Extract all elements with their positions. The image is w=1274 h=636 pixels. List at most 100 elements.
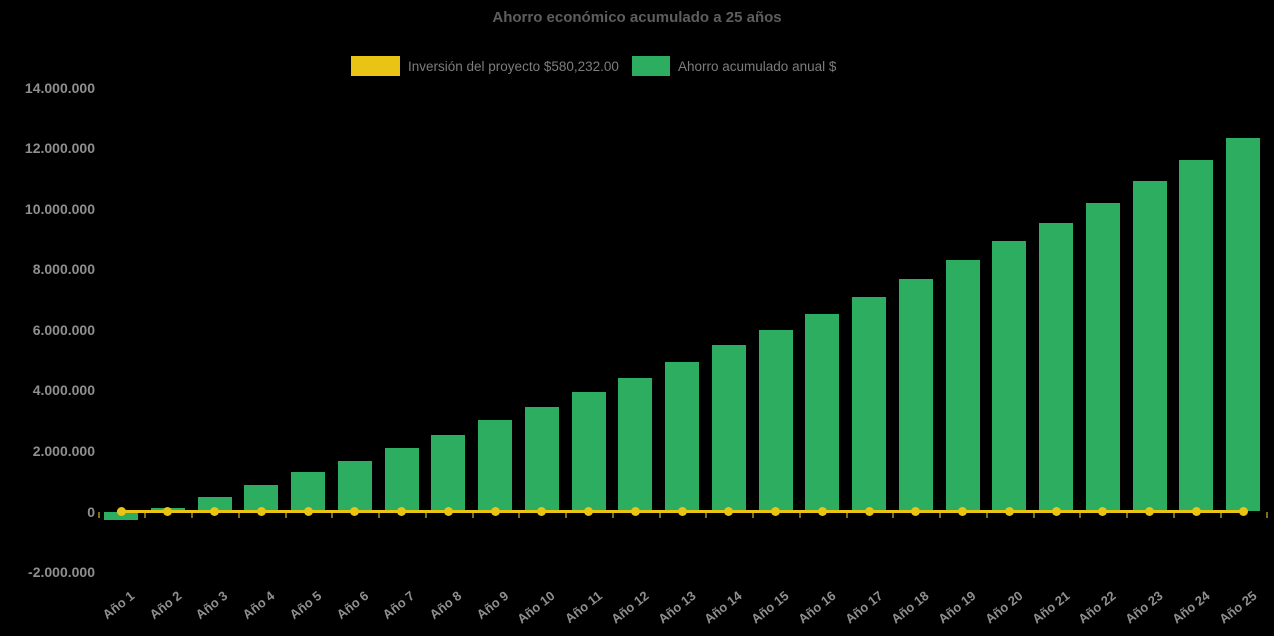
bar-ano-9[interactable]: [478, 419, 512, 512]
axis-tick: [845, 512, 848, 518]
bar-ano-7[interactable]: [384, 448, 419, 512]
bar-ano-10[interactable]: [524, 407, 559, 512]
axis-tick: [565, 512, 568, 518]
x-axis-label-ano-16: Año 16: [795, 588, 839, 627]
y-axis-label-7: 0: [87, 503, 95, 520]
x-axis-label-ano-19: Año 19: [935, 588, 979, 627]
axis-tick: [378, 512, 381, 518]
axis-tick: [705, 512, 708, 518]
line-marker-ano-17[interactable]: [864, 507, 874, 516]
bar-ano-21[interactable]: [1039, 223, 1073, 512]
axis-tick: [798, 512, 801, 518]
x-axis-label-ano-10: Año 10: [514, 588, 558, 627]
line-marker-ano-7[interactable]: [397, 507, 406, 516]
line-marker-ano-6[interactable]: [350, 507, 360, 516]
axis-tick: [237, 512, 240, 518]
axis-tick: [892, 512, 895, 518]
bar-ano-5[interactable]: [291, 472, 325, 512]
bar-ano-14[interactable]: [711, 345, 746, 512]
axis-tick: [752, 512, 755, 518]
line-marker-ano-15[interactable]: [771, 507, 780, 516]
bar-ano-15[interactable]: [758, 330, 793, 512]
x-axis-label-ano-15: Año 15: [748, 588, 792, 627]
y-axis-label-2: 10.000.000: [24, 200, 95, 217]
line-marker-ano-3[interactable]: [210, 507, 219, 516]
line-marker-ano-19[interactable]: [958, 507, 967, 516]
axis-tick: [658, 512, 661, 518]
bar-ano-20[interactable]: [992, 241, 1027, 512]
legend-label-savings: Ahorro acumulado anual $: [678, 58, 837, 74]
legend-item-savings[interactable]: Ahorro acumulado anual $: [632, 56, 836, 76]
x-axis-label-ano-17: Año 17: [841, 588, 886, 627]
line-marker-ano-9[interactable]: [490, 507, 500, 516]
y-axis-label-8: -2.000.000: [28, 564, 95, 581]
line-marker-ano-22[interactable]: [1098, 507, 1108, 516]
y-axis-label-3: 8.000.000: [32, 261, 95, 278]
axis-tick: [1032, 512, 1035, 518]
y-axis-label-5: 4.000.000: [32, 382, 95, 399]
axis-tick: [611, 512, 614, 518]
axis-tick: [331, 512, 334, 518]
x-axis-label-ano-23: Año 23: [1122, 588, 1166, 627]
bar-ano-19[interactable]: [945, 260, 980, 512]
line-marker-ano-14[interactable]: [724, 507, 734, 516]
x-axis-label-ano-14: Año 14: [701, 588, 745, 627]
bar-ano-24[interactable]: [1179, 160, 1214, 512]
x-axis-label-ano-18: Año 18: [888, 588, 932, 627]
axis-tick: [939, 512, 942, 518]
line-marker-ano-18[interactable]: [911, 507, 921, 516]
line-marker-ano-10[interactable]: [537, 507, 547, 516]
bar-ano-16[interactable]: [805, 314, 840, 512]
line-marker-ano-12[interactable]: [630, 507, 640, 516]
bar-ano-17[interactable]: [852, 297, 886, 512]
x-axis-label-ano-5: Año 5: [286, 588, 325, 623]
y-axis-label-1: 12.000.000: [24, 140, 95, 157]
line-marker-ano-16[interactable]: [817, 507, 827, 516]
bar-ano-3[interactable]: [197, 497, 232, 512]
y-axis-label-6: 2.000.000: [32, 442, 95, 459]
legend-label-investment: Inversión del proyecto $580,232.00: [408, 58, 619, 74]
line-marker-ano-2[interactable]: [163, 507, 173, 516]
bar-ano-13[interactable]: [665, 361, 699, 512]
line-marker-ano-24[interactable]: [1191, 507, 1201, 516]
line-marker-ano-5[interactable]: [303, 507, 313, 516]
bar-ano-8[interactable]: [431, 435, 466, 512]
line-marker-ano-1[interactable]: [116, 507, 126, 516]
chart-title: Ahorro económico acumulado a 25 años: [492, 9, 782, 26]
line-marker-ano-25[interactable]: [1238, 507, 1248, 516]
line-marker-ano-11[interactable]: [584, 507, 593, 516]
line-marker-ano-23[interactable]: [1145, 507, 1154, 516]
bar-ano-18[interactable]: [898, 278, 933, 512]
axis-tick: [191, 512, 194, 518]
x-axis-label-ano-7: Año 7: [380, 588, 418, 623]
x-axis-label-ano-13: Año 13: [654, 588, 699, 627]
axis-tick: [1172, 512, 1175, 518]
line-marker-ano-4[interactable]: [256, 507, 266, 516]
x-axis-label-ano-21: Año 21: [1028, 588, 1073, 627]
bar-ano-12[interactable]: [618, 378, 653, 512]
axis-tick: [144, 512, 147, 518]
line-marker-ano-20[interactable]: [1004, 507, 1014, 516]
axis-tick: [1266, 512, 1269, 518]
bar-ano-22[interactable]: [1085, 203, 1120, 512]
axis-tick: [424, 512, 427, 518]
axis-tick: [518, 512, 521, 518]
legend-item-investment[interactable]: Inversión del proyecto $580,232.00: [351, 56, 619, 76]
line-marker-ano-13[interactable]: [677, 507, 687, 516]
axis-tick: [985, 512, 988, 518]
bar-ano-11[interactable]: [571, 391, 606, 512]
bar-ano-6[interactable]: [337, 460, 372, 512]
y-axis-label-0: 14.000.000: [24, 79, 95, 96]
axis-tick: [1126, 512, 1129, 518]
x-axis-label-ano-9: Año 9: [473, 588, 512, 623]
x-axis-label-ano-20: Año 20: [982, 588, 1026, 627]
line-marker-ano-8[interactable]: [443, 507, 453, 516]
savings-legend-swatch-icon: [632, 56, 670, 76]
axis-tick: [284, 512, 287, 518]
bar-ano-23[interactable]: [1132, 181, 1167, 512]
x-axis-label-ano-6: Año 6: [333, 588, 371, 623]
bar-ano-25[interactable]: [1226, 138, 1260, 512]
line-marker-ano-21[interactable]: [1051, 507, 1061, 516]
x-axis-label-ano-24: Año 24: [1169, 588, 1213, 627]
